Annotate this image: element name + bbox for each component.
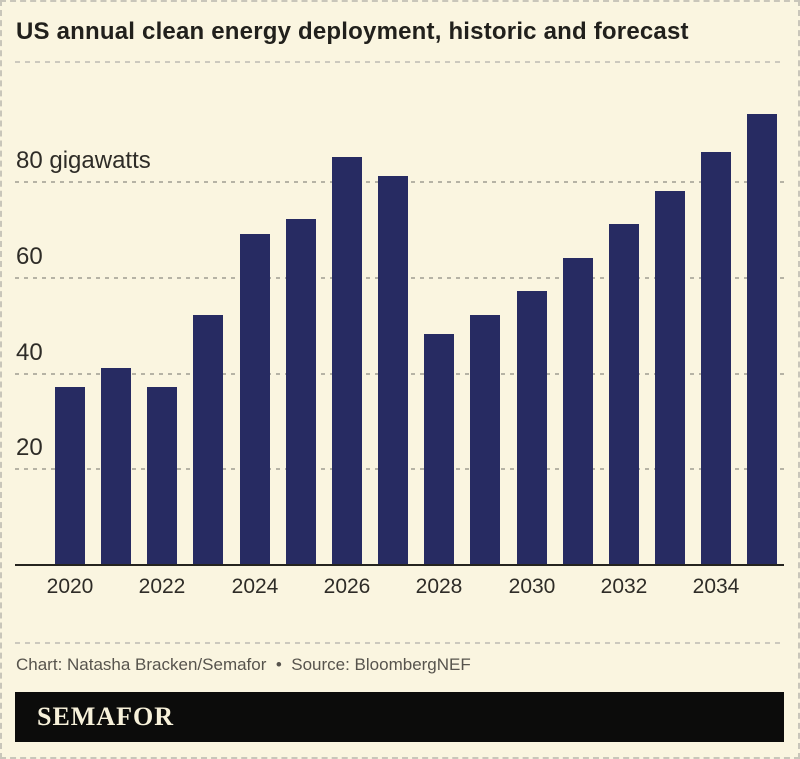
x-tick-label-2034: 2034: [692, 575, 740, 598]
bar-2022: [147, 387, 177, 564]
bar-chart: 20 40 60 80 gigawatts 2020 2022 2024 2026 2028 20…: [2, 62, 798, 642]
bar-2023: [193, 315, 223, 564]
chart-title: US annual clean energy deployment, histo…: [16, 18, 689, 45]
bar-2029: [470, 315, 500, 564]
semafor-logo: SEMAFOR: [37, 702, 174, 731]
bar-2020: [55, 387, 85, 564]
bar-2031: [563, 258, 593, 564]
bar-2026: [332, 157, 362, 564]
y-tick-label-60: 60: [16, 243, 43, 270]
x-tick-label-2028: 2028: [415, 575, 463, 598]
bar-2035: [747, 114, 777, 564]
bar-2024: [240, 234, 270, 564]
x-tick-label-2024: 2024: [231, 575, 279, 598]
credit-line: Chart: Natasha Bracken/Semafor • Source:…: [16, 655, 471, 674]
bar-2032: [609, 224, 639, 564]
bar-2034: [701, 152, 731, 564]
y-tick-label-80: 80 gigawatts: [16, 147, 151, 174]
footer-separator: [15, 642, 784, 644]
y-tick-label-40: 40: [16, 339, 43, 366]
bar-2025: [286, 219, 316, 564]
x-tick-label-2026: 2026: [323, 575, 371, 598]
x-tick-label-2020: 2020: [46, 575, 94, 598]
y-tick-label-20: 20: [16, 434, 43, 461]
bar-2030: [517, 291, 547, 564]
x-tick-label-2030: 2030: [508, 575, 556, 598]
bar-2028: [424, 334, 454, 564]
title-separator: [15, 61, 784, 63]
bar-2033: [655, 191, 685, 564]
bar-2021: [101, 368, 131, 564]
bar-2027: [378, 176, 408, 564]
semafor-logo-bar: SEMAFOR: [15, 692, 784, 742]
x-tick-label-2032: 2032: [600, 575, 648, 598]
x-axis-line: [15, 564, 784, 566]
x-tick-label-2022: 2022: [138, 575, 186, 598]
